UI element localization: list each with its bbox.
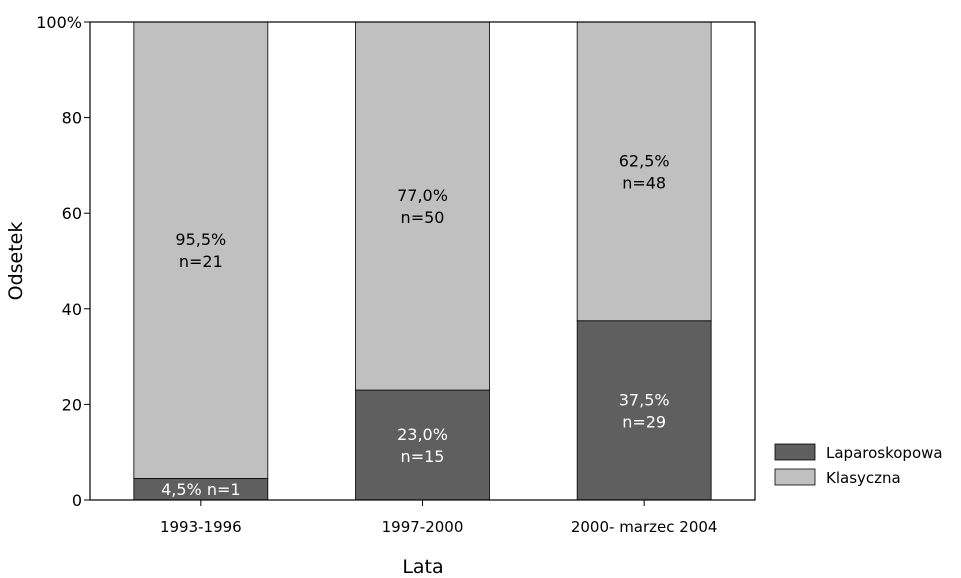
y-tick-label: 80	[62, 109, 82, 128]
data-label: n=21	[179, 252, 223, 271]
data-label: n=48	[622, 173, 666, 192]
y-tick-label: 40	[62, 300, 82, 319]
y-tick-label: 20	[62, 395, 82, 414]
y-tick-label: 60	[62, 204, 82, 223]
x-tick-label: 2000- marzec 2004	[571, 518, 718, 536]
bars-layer: 4,5% n=1 95,5% n=21 23,0% n=15 77,0% n=50 37,5%…	[133, 21, 712, 501]
legend: Laparoskopowa Klasyczna	[774, 443, 943, 487]
legend-label: Laparoskopowa	[826, 444, 943, 462]
bar-segment	[576, 320, 712, 501]
x-axis-title: Lata	[402, 556, 443, 578]
bar-segment	[355, 389, 490, 501]
y-tick-label: 100%	[36, 13, 82, 32]
legend-swatch	[774, 443, 816, 461]
x-axis: 1993-1996 1997-2000 2000- marzec 2004	[160, 500, 718, 536]
bar-segment	[133, 21, 269, 479]
y-tick-label: 0	[72, 491, 82, 510]
data-label: 95,5%	[175, 230, 226, 249]
y-axis-title: Odsetek	[5, 222, 27, 301]
legend-swatch	[774, 468, 816, 486]
data-label: 62,5%	[619, 151, 670, 170]
data-label: 77,0%	[397, 186, 448, 205]
data-label: n=15	[401, 447, 445, 466]
data-label: 4,5% n=1	[161, 480, 240, 499]
data-label: n=29	[622, 412, 666, 431]
x-tick-label: 1993-1996	[160, 518, 242, 536]
x-tick-label: 1997-2000	[382, 518, 464, 536]
legend-label: Klasyczna	[826, 469, 901, 487]
data-label: 37,5%	[619, 390, 670, 409]
bar-segment	[576, 21, 712, 322]
bar-segment	[355, 21, 490, 391]
y-axis: 0 20 40 60 80 100%	[36, 13, 90, 510]
data-label: 23,0%	[397, 425, 448, 444]
data-label: n=50	[401, 208, 445, 227]
